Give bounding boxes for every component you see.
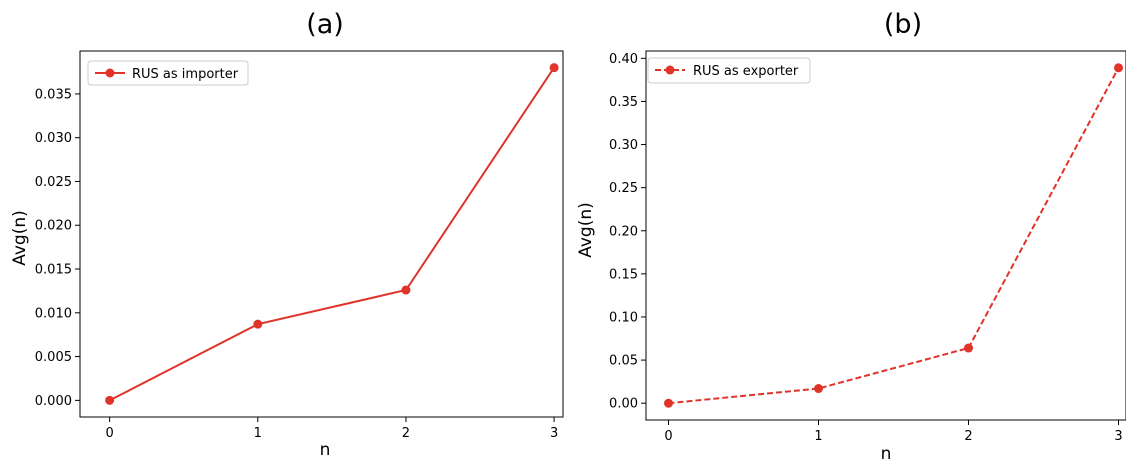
panel-a: (a) 0 1 2 3 0.000 0.005 0.010 0.015 0.020 0.025 0.… [10, 9, 564, 460]
panel-a-y-tick-label: 0.010 [35, 306, 72, 321]
panel-b-y-tick-label: 0.25 [609, 181, 638, 196]
panel-b-axes-frame [645, 50, 1126, 421]
panel-a-y-tick-label: 0.020 [35, 219, 72, 234]
panel-a-y-tick-label: 0.000 [35, 394, 72, 409]
panel-a-y-tick-label: 0.035 [35, 87, 72, 102]
panel-b-data-point [814, 384, 823, 394]
panel-b-data-point [964, 343, 973, 353]
panel-a-y-tick-label: 0.005 [35, 350, 72, 365]
panel-b-y-tick-label: 0.35 [609, 95, 638, 110]
panel-a-data-point [105, 395, 115, 405]
panel-b-title: (b) [884, 9, 922, 40]
panel-b-y-tick-label: 0.15 [609, 267, 638, 282]
panel-a-title: (a) [306, 9, 344, 40]
panel-b-y-tick-label: 0.40 [609, 52, 638, 67]
panel-b-plot-area: 0 1 2 3 0.00 0.05 0.10 0.15 0.20 0.25 0.30 0.35 0.40 [609, 50, 1126, 444]
panel-b-series-line [668, 67, 1120, 405]
panel-b-legend-box [647, 57, 811, 84]
panel-b-legend-marker-swatch [665, 65, 675, 75]
panel-b-x-tick-label: 2 [964, 429, 972, 444]
panel-a-y-tick-label: 0.030 [35, 131, 72, 146]
panel-b-y-tick-label: 0.20 [609, 224, 638, 239]
panel-a-plot-area: 0 1 2 3 0.000 0.005 0.010 0.015 0.020 0.025 0.030 0… [35, 50, 564, 441]
panel-b-legend: RUS as exporter [647, 57, 811, 84]
panel-a-data-point [253, 319, 263, 329]
panel-b-y-tick-label: 0.10 [609, 310, 638, 325]
panel-b-x-tick-label: 0 [664, 429, 672, 444]
panel-a-x-tick-label: 1 [254, 426, 262, 441]
panel-b-data-point [1114, 63, 1123, 73]
panel-a-legend-box [87, 60, 249, 86]
panel-a-axes-frame [79, 50, 564, 418]
panel-a-y-axis-label: Avg(n) [10, 210, 30, 266]
panel-a-y-tick-label: 0.025 [35, 175, 72, 190]
panel-a-x-tick-label: 2 [402, 426, 410, 441]
panel-a-y-tick-label: 0.015 [35, 263, 72, 278]
panel-b-data-point [664, 398, 673, 408]
panel-a-legend-label: RUS as importer [132, 67, 239, 82]
panel-a-x-axis-label: n [320, 440, 331, 460]
panel-a-series-line [109, 67, 555, 402]
panel-b-y-axis-label: Avg(n) [576, 202, 596, 258]
panel-a-x-tick-label: 0 [105, 426, 113, 441]
panel-a-x-tick-label: 3 [550, 426, 558, 441]
panel-b-y-tick-label: 0.30 [609, 138, 638, 153]
panel-b-legend-label: RUS as exporter [693, 64, 799, 79]
panel-a-data-point [549, 63, 559, 73]
panel-b-y-tick-label: 0.00 [609, 397, 638, 412]
panel-a-legend-marker-swatch [105, 68, 115, 78]
panel-a-legend: RUS as importer [87, 60, 249, 86]
panel-b-x-axis-label: n [881, 444, 892, 462]
panel-b-x-tick-label: 3 [1114, 429, 1122, 444]
panel-b-x-tick-label: 1 [814, 429, 822, 444]
panel-a-data-point [401, 285, 411, 295]
panel-b: (b) 0 1 2 3 0.00 0.05 0.10 0.15 0.20 0.25 0.30 0.35… [576, 9, 1126, 462]
panel-b-y-tick-label: 0.05 [609, 354, 638, 369]
